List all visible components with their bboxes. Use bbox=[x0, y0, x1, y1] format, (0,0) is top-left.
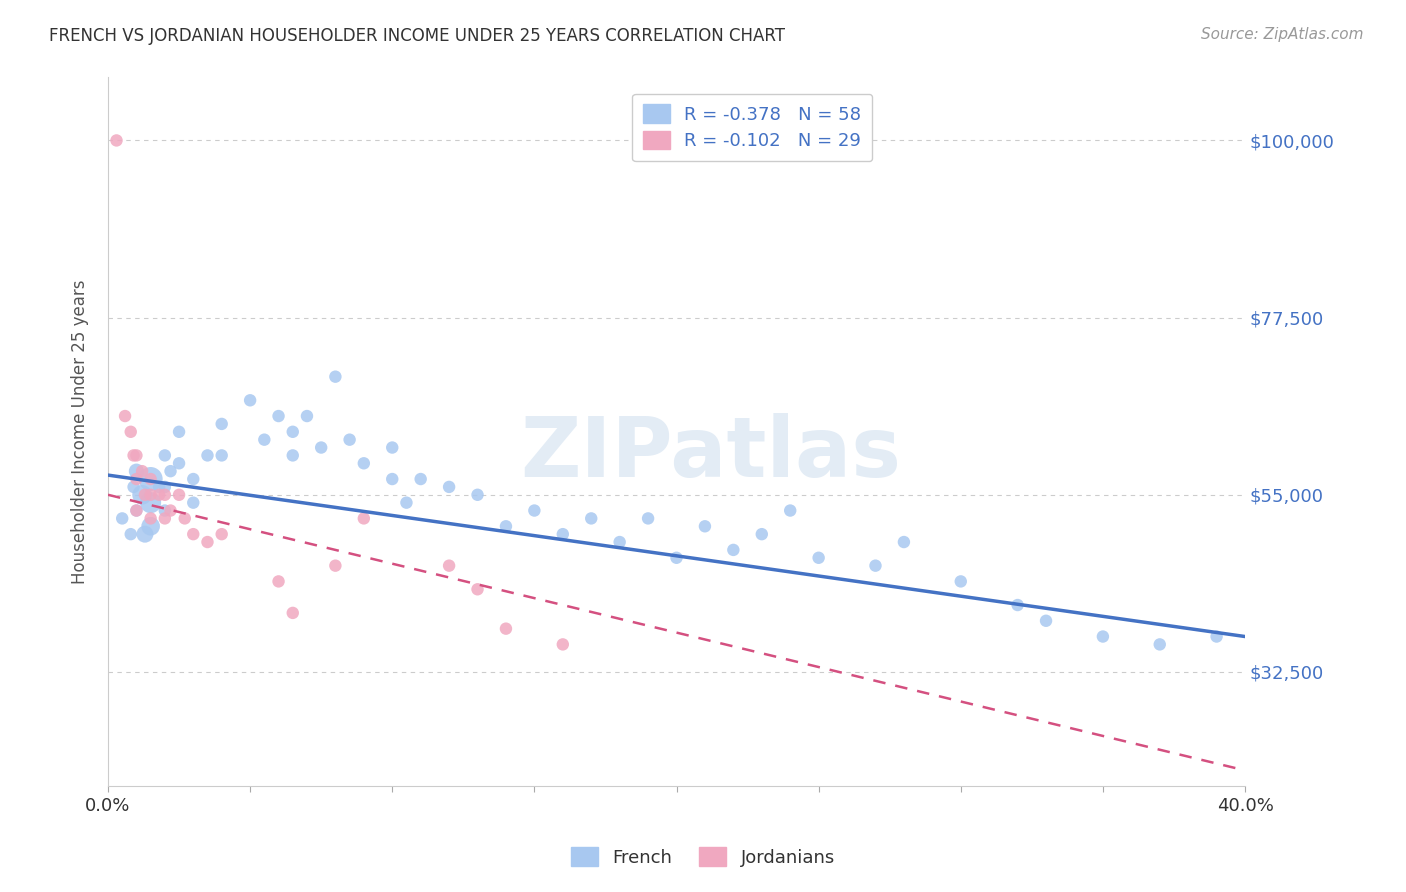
Point bbox=[325, 369, 347, 384]
Point bbox=[131, 488, 153, 502]
Point bbox=[167, 425, 190, 439]
Point bbox=[153, 449, 176, 463]
Point bbox=[381, 441, 404, 455]
Point bbox=[139, 472, 162, 486]
Point bbox=[139, 488, 162, 502]
Point bbox=[1035, 614, 1057, 628]
Point bbox=[281, 425, 304, 439]
Point bbox=[267, 409, 290, 423]
Point bbox=[1149, 637, 1171, 651]
Point bbox=[211, 417, 233, 431]
Point bbox=[139, 519, 162, 533]
Point bbox=[159, 464, 181, 478]
Point bbox=[211, 449, 233, 463]
Point bbox=[893, 535, 915, 549]
Point bbox=[181, 472, 204, 486]
Point bbox=[139, 496, 162, 510]
Point bbox=[114, 409, 136, 423]
Point bbox=[139, 511, 162, 525]
Point bbox=[281, 606, 304, 620]
Point bbox=[437, 558, 460, 573]
Point bbox=[122, 449, 145, 463]
Point bbox=[125, 449, 148, 463]
Point bbox=[153, 503, 176, 517]
Point bbox=[467, 582, 489, 597]
Point bbox=[1007, 598, 1029, 612]
Point bbox=[325, 558, 347, 573]
Point bbox=[339, 433, 361, 447]
Point bbox=[551, 637, 574, 651]
Point bbox=[353, 456, 375, 470]
Point bbox=[609, 535, 631, 549]
Point bbox=[409, 472, 432, 486]
Point bbox=[122, 480, 145, 494]
Point bbox=[495, 519, 517, 533]
Point bbox=[139, 472, 162, 486]
Point bbox=[153, 488, 176, 502]
Point bbox=[120, 425, 142, 439]
Point bbox=[807, 550, 830, 565]
Point bbox=[125, 503, 148, 517]
Text: FRENCH VS JORDANIAN HOUSEHOLDER INCOME UNDER 25 YEARS CORRELATION CHART: FRENCH VS JORDANIAN HOUSEHOLDER INCOME U… bbox=[49, 27, 785, 45]
Point bbox=[865, 558, 887, 573]
Point bbox=[167, 456, 190, 470]
Point bbox=[1205, 630, 1227, 644]
Point bbox=[523, 503, 546, 517]
Point bbox=[197, 535, 219, 549]
Point bbox=[779, 503, 801, 517]
Point bbox=[148, 480, 170, 494]
Point bbox=[381, 472, 404, 486]
Point bbox=[281, 449, 304, 463]
Point bbox=[181, 496, 204, 510]
Point bbox=[693, 519, 716, 533]
Point bbox=[173, 511, 195, 525]
Point bbox=[295, 409, 318, 423]
Text: Source: ZipAtlas.com: Source: ZipAtlas.com bbox=[1201, 27, 1364, 42]
Point bbox=[1091, 630, 1114, 644]
Point bbox=[153, 480, 176, 494]
Point bbox=[120, 527, 142, 541]
Point bbox=[134, 527, 156, 541]
Point bbox=[637, 511, 659, 525]
Point bbox=[495, 622, 517, 636]
Point bbox=[211, 527, 233, 541]
Point bbox=[125, 464, 148, 478]
Point bbox=[125, 503, 148, 517]
Point bbox=[239, 393, 262, 408]
Point bbox=[253, 433, 276, 447]
Point bbox=[125, 472, 148, 486]
Point bbox=[309, 441, 332, 455]
Point bbox=[131, 464, 153, 478]
Legend: R = -0.378   N = 58, R = -0.102   N = 29: R = -0.378 N = 58, R = -0.102 N = 29 bbox=[631, 94, 872, 161]
Point bbox=[437, 480, 460, 494]
Point bbox=[181, 527, 204, 541]
Point bbox=[167, 488, 190, 502]
Point bbox=[551, 527, 574, 541]
Y-axis label: Householder Income Under 25 years: Householder Income Under 25 years bbox=[72, 279, 89, 584]
Point bbox=[665, 550, 688, 565]
Point bbox=[105, 133, 128, 147]
Point bbox=[197, 449, 219, 463]
Point bbox=[395, 496, 418, 510]
Point bbox=[111, 511, 134, 525]
Point bbox=[581, 511, 603, 525]
Point bbox=[467, 488, 489, 502]
Point bbox=[949, 574, 972, 589]
Point bbox=[267, 574, 290, 589]
Point bbox=[353, 511, 375, 525]
Text: ZIPatlas: ZIPatlas bbox=[520, 413, 901, 493]
Point bbox=[153, 511, 176, 525]
Legend: French, Jordanians: French, Jordanians bbox=[564, 840, 842, 874]
Point bbox=[723, 542, 745, 557]
Point bbox=[134, 488, 156, 502]
Point bbox=[148, 488, 170, 502]
Point bbox=[751, 527, 773, 541]
Point bbox=[159, 503, 181, 517]
